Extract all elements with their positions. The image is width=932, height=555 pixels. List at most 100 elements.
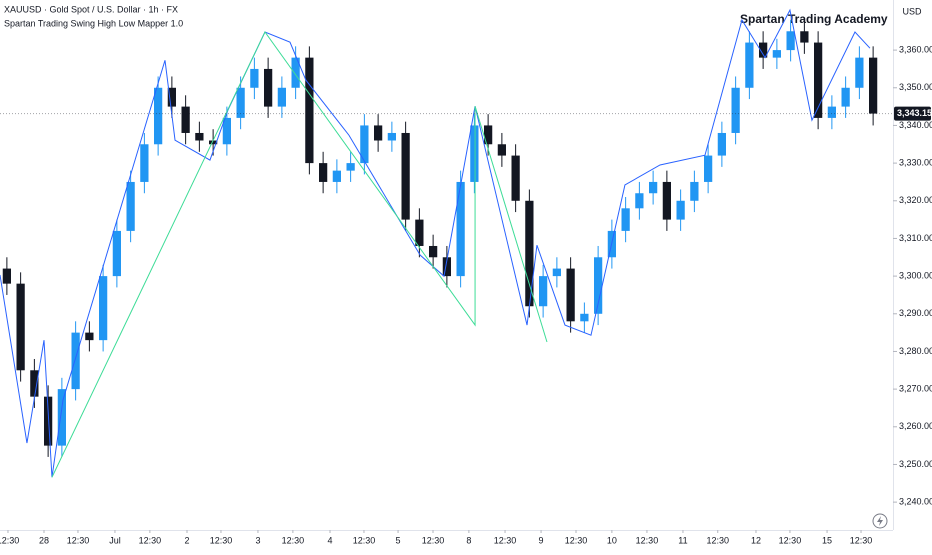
candle-body bbox=[552, 268, 561, 277]
y-tick-label: 3,350.00 bbox=[899, 82, 932, 92]
x-tick-label: 10 bbox=[607, 535, 617, 545]
candle-body bbox=[209, 140, 218, 145]
candle-body bbox=[415, 219, 424, 246]
candle-body bbox=[374, 125, 383, 141]
lightning-icon[interactable] bbox=[872, 513, 888, 529]
candle-body bbox=[57, 389, 66, 446]
price-tag bbox=[894, 106, 931, 121]
x-tick-label: 11 bbox=[678, 535, 687, 545]
x-tick-label: 9 bbox=[539, 535, 544, 545]
y-tick-label: 3,250.00 bbox=[899, 459, 932, 469]
candle-body bbox=[85, 332, 94, 341]
candle-body bbox=[539, 276, 548, 307]
candle-body bbox=[814, 42, 823, 118]
candle-body bbox=[745, 42, 754, 88]
candle-body bbox=[387, 132, 396, 141]
x-tick-label: 12:30 bbox=[565, 535, 588, 545]
x-tick-label: 12:30 bbox=[706, 535, 729, 545]
candle-body bbox=[99, 276, 108, 341]
price-tag-label: 3,343.15 bbox=[897, 108, 932, 118]
x-tick-label: 12:30 bbox=[139, 535, 162, 545]
y-tick-label: 3,290.00 bbox=[899, 308, 932, 318]
candle-body bbox=[772, 50, 781, 58]
candle-body bbox=[484, 125, 493, 145]
candle-body bbox=[291, 57, 300, 88]
candle-body bbox=[154, 87, 163, 145]
candle-body bbox=[717, 132, 726, 156]
candle-body bbox=[250, 68, 259, 88]
candle-body bbox=[676, 200, 685, 220]
candle-body bbox=[635, 193, 644, 209]
candle-body bbox=[305, 57, 314, 164]
currency-label: USD bbox=[902, 6, 922, 16]
y-tick-label: 3,320.00 bbox=[899, 195, 932, 205]
x-tick-label: 5 bbox=[396, 535, 401, 545]
indicator-name: Spartan Trading Swing High Low Mapper 1.… bbox=[4, 18, 183, 28]
candle-body bbox=[566, 268, 575, 322]
x-tick-label: 28 bbox=[39, 535, 49, 545]
candle-body bbox=[222, 117, 231, 145]
swing-line bbox=[51, 31, 548, 478]
candle-body bbox=[525, 200, 534, 307]
candle-body bbox=[456, 181, 465, 277]
candle-body bbox=[869, 57, 878, 114]
y-tick-label: 3,260.00 bbox=[899, 421, 932, 431]
candle-body bbox=[800, 31, 809, 43]
watermark-text: Spartan Trading Academy bbox=[740, 12, 888, 26]
x-tick-label: 12:30 bbox=[636, 535, 659, 545]
candle-body bbox=[649, 181, 658, 194]
candle-body bbox=[470, 125, 479, 182]
candle-body bbox=[442, 257, 451, 277]
x-tick-label: 3 bbox=[255, 535, 260, 545]
x-tick-label: 12:30 bbox=[353, 535, 376, 545]
y-tick-label: 3,310.00 bbox=[899, 233, 932, 243]
x-tick-label: 15 bbox=[822, 535, 832, 545]
x-tick-label: 12:30 bbox=[779, 535, 802, 545]
candle-body bbox=[690, 181, 699, 201]
candle-body bbox=[827, 106, 836, 118]
candle-body bbox=[704, 155, 713, 182]
candle-body bbox=[497, 144, 506, 156]
x-tick-label: 12:30 bbox=[422, 535, 445, 545]
x-tick-label: 2 bbox=[184, 535, 189, 545]
candle-body bbox=[580, 313, 589, 322]
candle-body bbox=[167, 87, 176, 107]
x-tick-label: 12:30 bbox=[494, 535, 517, 545]
candle-body bbox=[429, 245, 438, 258]
candle-body bbox=[786, 31, 795, 51]
chart-title: XAUUSD · Gold Spot / U.S. Dollar · 1h · … bbox=[4, 4, 178, 14]
candle-body bbox=[140, 144, 149, 182]
candle-body bbox=[332, 170, 341, 182]
candle-body bbox=[195, 132, 204, 141]
y-tick-label: 3,280.00 bbox=[899, 346, 932, 356]
candle-body bbox=[855, 57, 864, 88]
candle-body bbox=[236, 87, 245, 118]
x-tick-label: 12:30 bbox=[210, 535, 233, 545]
x-tick-label: 12:30 bbox=[282, 535, 305, 545]
candle-body bbox=[181, 106, 190, 133]
candle-body bbox=[126, 181, 135, 231]
candle-body bbox=[759, 42, 768, 58]
candle-body bbox=[16, 283, 25, 371]
candle-body bbox=[511, 155, 520, 201]
candle-body bbox=[594, 257, 603, 314]
x-tick-label: 12 bbox=[751, 535, 761, 545]
x-tick-label: 12:30 bbox=[850, 535, 873, 545]
candle-body bbox=[621, 208, 630, 231]
x-tick-label: 4 bbox=[327, 535, 332, 545]
candle-body bbox=[841, 87, 850, 107]
candle-body bbox=[662, 181, 671, 220]
candle-body bbox=[30, 370, 39, 397]
candle-body bbox=[44, 396, 53, 446]
x-tick-label: Jul bbox=[109, 535, 121, 545]
y-tick-label: 3,340.00 bbox=[899, 120, 932, 130]
candle-body bbox=[360, 125, 369, 164]
candle-body bbox=[71, 332, 80, 390]
candle-body bbox=[2, 268, 11, 284]
candle-body bbox=[731, 87, 740, 133]
candle-body bbox=[277, 87, 286, 107]
swing-line bbox=[0, 8, 871, 478]
y-tick-label: 3,300.00 bbox=[899, 270, 932, 280]
candle-body bbox=[264, 68, 273, 107]
